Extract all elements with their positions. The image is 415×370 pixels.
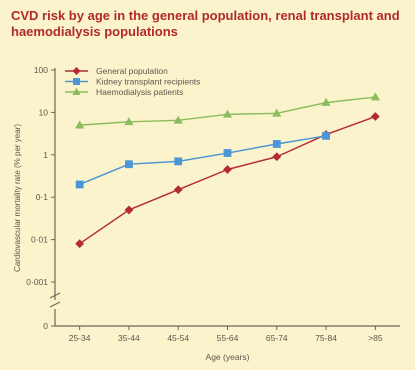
legend-haemodialysis-patients-label: Haemodialysis patients (96, 87, 183, 97)
y-tick-label: 0 (43, 321, 48, 331)
general-population-point (173, 185, 183, 195)
y-tick-label: 1 (43, 150, 48, 160)
kidney-transplant-recipients-line (78, 135, 327, 186)
haemodialysis-patients-point (124, 117, 134, 126)
general-population-point (370, 112, 380, 121)
x-axis-title: Age (years) (206, 352, 250, 362)
kidney-transplant-recipients-point (223, 149, 232, 157)
y-tick-label: 0·1 (36, 192, 49, 202)
x-tick-label: 25-34 (69, 333, 91, 343)
legend-general-population-marker (72, 66, 81, 76)
y-axis-break-mark (49, 292, 61, 299)
haemodialysis-patients-point (370, 92, 380, 101)
general-population-line (78, 115, 377, 245)
y-tick-label: 0·01 (31, 235, 48, 245)
haemodialysis-patients-point (222, 109, 233, 118)
x-tick-label: >85 (368, 333, 383, 343)
general-population-point (272, 152, 282, 162)
legend-kidney-transplant-recipients-label: Kidney transplant recipients (96, 77, 200, 87)
haemodialysis-patients-point (321, 97, 331, 106)
haemodialysis-patients-point (75, 120, 85, 129)
legend-general-population-label: General population (96, 66, 168, 76)
chart-title: CVD risk by age in the general populatio… (11, 8, 400, 39)
y-tick-label: 0·001 (26, 277, 48, 287)
legend-haemodialysis-patients-marker (72, 87, 81, 95)
general-population-point (124, 205, 134, 215)
x-tick-label: 35-44 (118, 333, 140, 343)
x-tick-label: 65-74 (266, 333, 288, 343)
y-axis-break-mark (49, 301, 61, 308)
x-tick-label: 55-64 (217, 333, 239, 343)
x-tick-label: 75-84 (315, 333, 337, 343)
legend-kidney-transplant-recipients-marker (73, 78, 80, 85)
kidney-transplant-recipients-point (272, 140, 281, 148)
kidney-transplant-recipients-point (174, 157, 183, 166)
y-axis-title: Cardiovascular mortality rate (% per yea… (13, 124, 22, 272)
x-tick-label: 45-54 (167, 333, 189, 343)
kidney-transplant-recipients-point (322, 131, 330, 140)
haemodialysis-patients-point (173, 115, 183, 124)
y-tick-label: 10 (39, 107, 49, 117)
kidney-transplant-recipients-point (125, 160, 133, 169)
general-population-point (223, 165, 232, 174)
haemodialysis-patients-point (272, 108, 282, 117)
general-population-point (75, 239, 85, 249)
y-tick-label: 100 (34, 65, 48, 75)
kidney-transplant-recipients-point (75, 180, 84, 189)
